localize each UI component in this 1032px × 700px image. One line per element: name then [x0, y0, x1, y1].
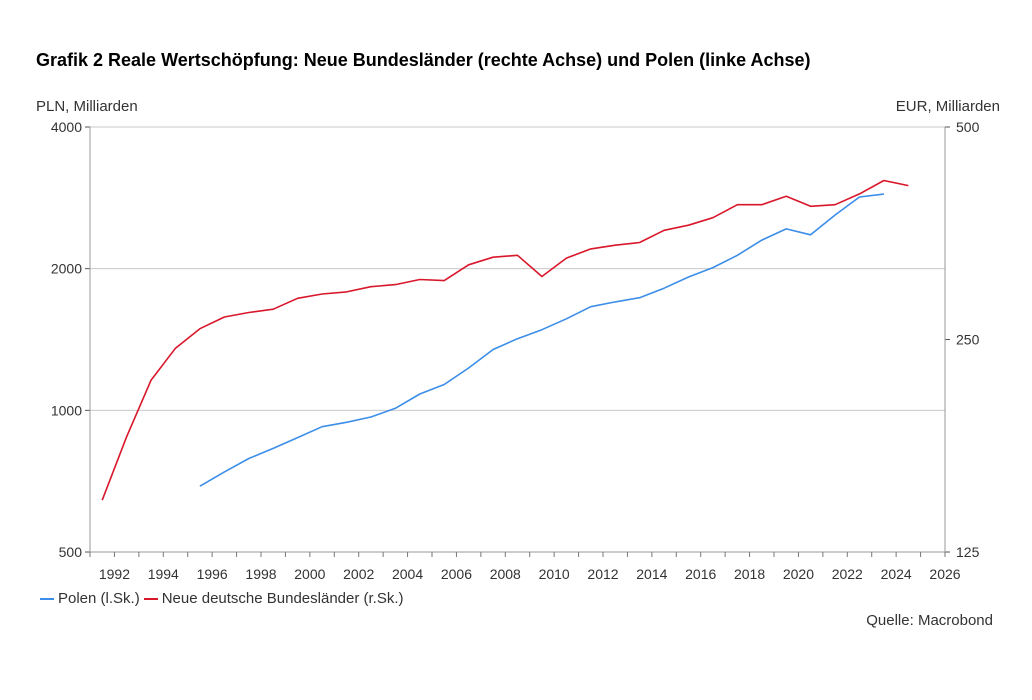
series-line-east-germany [101, 179, 909, 501]
x-tick-label-2018: 2018 [734, 566, 765, 582]
legend-label-east-germany: Neue deutsche Bundesländer (r.Sk.) [161, 590, 404, 607]
y-left-tick-label-2000: 2000 [51, 261, 82, 277]
y-right-axis-label: EUR, Milliarden [895, 98, 1000, 115]
x-tick-label-2026: 2026 [929, 566, 960, 582]
y-right-tick-label-125: 125 [956, 544, 980, 560]
axes: 500 1000 2000 4000 125 250 500 1992 1994 1996 1998… [51, 119, 980, 582]
x-tick-label-2022: 2022 [832, 566, 863, 582]
y-left-axis-label: PLN, Milliarden [36, 98, 138, 115]
x-tick-label-2020: 2020 [783, 566, 814, 582]
legend-swatch-poland [40, 597, 54, 600]
y-left-tick-label-1000: 1000 [51, 402, 82, 418]
x-tick-label-2014: 2014 [636, 566, 667, 582]
x-tick-label-2000: 2000 [294, 566, 325, 582]
legend-swatch-east-germany [143, 597, 158, 600]
x-tick-label-2002: 2002 [343, 566, 374, 582]
y-left-tick-label-500: 500 [59, 544, 83, 560]
legend-item-poland: Polen (l.Sk.) [40, 590, 140, 607]
x-tick-label-2010: 2010 [539, 566, 570, 582]
x-tick-label-2024: 2024 [881, 566, 912, 582]
x-tick-label-2004: 2004 [392, 566, 423, 582]
legend: Polen (l.Sk.) Neue deutsche Bundesländer… [40, 590, 408, 607]
y-left-tick-label-4000: 4000 [51, 119, 82, 135]
x-tick-label-2016: 2016 [685, 566, 716, 582]
x-tick-label-1994: 1994 [148, 566, 179, 582]
legend-label-poland: Polen (l.Sk.) [58, 590, 140, 607]
x-tick-label-1996: 1996 [197, 566, 228, 582]
series-lines [101, 179, 909, 501]
chart-title: Grafik 2 Reale Wertschöpfung: Neue Bunde… [36, 50, 811, 70]
source-note: Quelle: Macrobond [866, 612, 993, 629]
x-tick-label-1998: 1998 [245, 566, 276, 582]
y-right-tick-label-500: 500 [956, 119, 980, 135]
x-tick-label-1992: 1992 [99, 566, 130, 582]
x-tick-label-2008: 2008 [490, 566, 521, 582]
x-tick-label-2006: 2006 [441, 566, 472, 582]
x-tick-label-2012: 2012 [587, 566, 618, 582]
series-line-poland [199, 193, 884, 487]
legend-item-east-germany: Neue deutsche Bundesländer (r.Sk.) [143, 590, 404, 607]
y-right-tick-label-250: 250 [956, 332, 980, 348]
